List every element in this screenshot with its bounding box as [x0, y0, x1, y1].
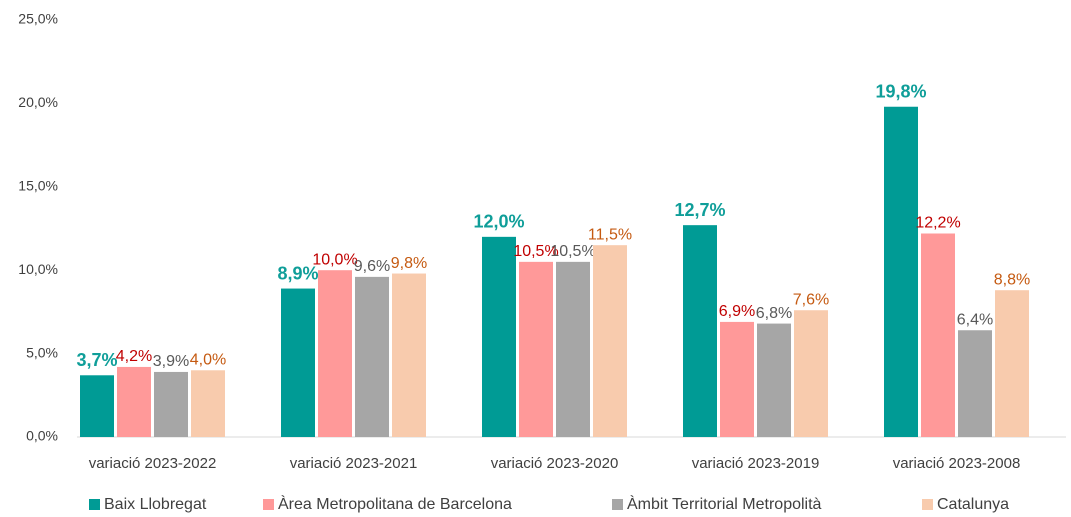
value-label: 12,7% [674, 200, 725, 220]
bar [117, 366, 151, 437]
value-label: 3,7% [76, 350, 117, 370]
legend-swatch [922, 499, 933, 510]
value-label: 6,9% [719, 303, 755, 320]
value-label: 6,8% [756, 305, 792, 322]
legend-label: Baix Llobregat [104, 496, 207, 513]
y-tick-label: 20,0% [18, 94, 58, 110]
bar [556, 261, 590, 437]
value-label: 19,8% [875, 81, 926, 101]
x-tick-label: variació 2023-2020 [491, 455, 619, 472]
value-label: 10,0% [312, 251, 357, 268]
legend-swatch [263, 499, 274, 510]
value-label: 4,0% [190, 351, 226, 368]
bar [355, 276, 389, 437]
bar [154, 371, 188, 437]
value-label: 9,8% [391, 255, 427, 272]
legend-label: Àmbit Territorial Metropolità [627, 494, 822, 513]
y-tick-label: 0,0% [26, 428, 58, 444]
value-label: 3,9% [153, 353, 189, 370]
legend-swatch [612, 499, 623, 510]
bar [482, 236, 516, 437]
bar [958, 330, 992, 437]
bar [392, 273, 426, 437]
bar [921, 233, 955, 437]
legend-swatch [89, 499, 100, 510]
value-label: 4,2% [116, 348, 152, 365]
bar [80, 375, 114, 437]
bar [683, 225, 717, 437]
value-label: 10,5% [513, 243, 558, 260]
value-label: 10,5% [550, 243, 595, 260]
y-tick-label: 25,0% [18, 11, 58, 27]
value-label: 8,9% [277, 263, 318, 283]
bar [794, 310, 828, 437]
value-label: 9,6% [354, 258, 390, 275]
legend-label: Àrea Metropolitana de Barcelona [278, 494, 512, 513]
bar [281, 288, 315, 437]
bar [318, 270, 352, 437]
bar [593, 245, 627, 437]
x-tick-label: variació 2023-2019 [692, 455, 820, 472]
value-label: 11,5% [588, 226, 632, 243]
y-tick-label: 5,0% [26, 344, 58, 360]
value-label: 7,6% [793, 291, 829, 308]
legend-label: Catalunya [937, 496, 1009, 513]
value-label: 12,0% [473, 212, 524, 232]
y-tick-label: 15,0% [18, 178, 58, 194]
bar [757, 323, 791, 437]
bar [191, 370, 225, 437]
y-tick-label: 10,0% [18, 261, 58, 277]
value-label: 12,2% [915, 215, 960, 232]
value-label: 8,8% [994, 271, 1030, 288]
x-tick-label: variació 2023-2022 [89, 455, 217, 472]
bar [519, 261, 553, 437]
bar [884, 106, 918, 438]
x-tick-label: variació 2023-2021 [290, 455, 418, 472]
bar [720, 321, 754, 437]
x-tick-label: variació 2023-2008 [893, 455, 1021, 472]
value-label: 6,4% [957, 311, 993, 328]
bar [995, 290, 1029, 437]
